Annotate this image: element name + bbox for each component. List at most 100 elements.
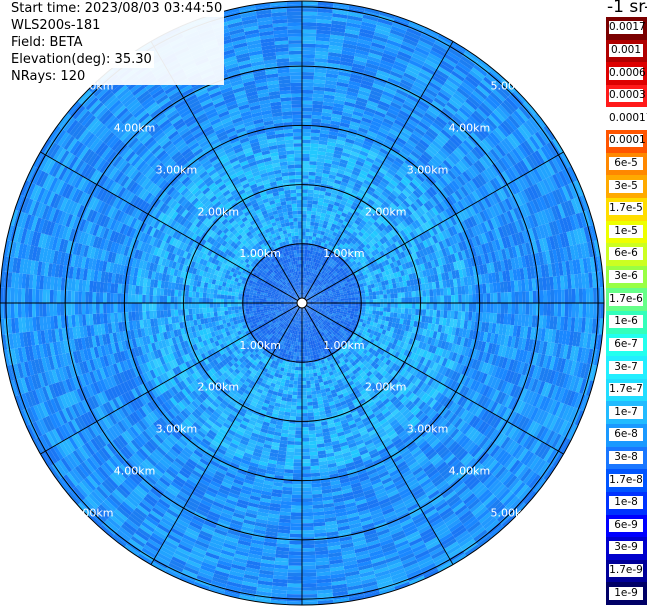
range-gate-cell bbox=[575, 212, 584, 229]
range-gate-cell bbox=[354, 52, 369, 60]
range-gate-cell bbox=[411, 221, 419, 230]
range-gate-cell bbox=[393, 254, 400, 262]
range-gate-cell bbox=[359, 86, 372, 94]
range-gate-cell bbox=[329, 238, 335, 243]
range-gate-cell bbox=[313, 79, 326, 84]
range-gate-cell bbox=[322, 287, 327, 291]
range-gate-cell bbox=[307, 267, 310, 272]
range-gate-cell bbox=[305, 282, 308, 286]
range-gate-cell bbox=[455, 162, 465, 174]
range-gate-cell bbox=[552, 249, 559, 263]
range-gate-cell bbox=[575, 331, 582, 347]
range-gate-cell bbox=[387, 298, 391, 303]
range-gate-cell bbox=[391, 189, 400, 198]
range-gate-cell bbox=[317, 8, 333, 14]
range-gate-cell bbox=[387, 279, 393, 285]
range-gate-cell bbox=[323, 281, 327, 286]
range-gate-cell bbox=[316, 161, 325, 167]
range-gate-cell bbox=[362, 251, 369, 258]
range-gate-cell bbox=[396, 287, 401, 293]
range-gate-cell bbox=[331, 208, 338, 214]
range-gate-cell bbox=[575, 288, 580, 303]
range-gate-cell bbox=[365, 277, 370, 283]
range-gate-cell bbox=[365, 309, 370, 314]
range-gate-cell bbox=[394, 322, 400, 329]
range-gate-cell bbox=[523, 140, 535, 154]
range-gate-cell bbox=[522, 157, 533, 172]
range-gate-cell bbox=[568, 260, 575, 275]
range-gate-cell bbox=[303, 338, 307, 343]
range-gate-cell bbox=[302, 249, 305, 254]
range-gate-cell bbox=[494, 250, 501, 262]
range-gate-cell bbox=[461, 230, 468, 241]
range-gate-cell bbox=[480, 171, 490, 184]
range-gate-cell bbox=[426, 303, 430, 310]
range-gate-cell bbox=[304, 292, 306, 297]
range-gate-cell bbox=[306, 387, 312, 392]
range-gate-cell bbox=[309, 279, 313, 284]
range-gate-cell bbox=[450, 204, 459, 215]
range-gate-cell bbox=[447, 326, 453, 335]
range-gate-cell bbox=[369, 217, 376, 224]
range-gate-cell bbox=[507, 222, 515, 235]
range-gate-cell bbox=[486, 332, 492, 343]
range-gate-cell bbox=[356, 97, 368, 104]
range-gate-cell bbox=[372, 278, 378, 284]
range-gate-cell bbox=[492, 109, 506, 123]
range-gate-cell bbox=[307, 196, 314, 201]
range-gate-cell bbox=[408, 260, 414, 268]
range-gate-cell bbox=[365, 299, 370, 303]
range-gate-cell bbox=[556, 275, 562, 290]
range-gate-cell bbox=[308, 171, 316, 176]
range-gate-cell bbox=[412, 244, 419, 253]
range-gate-cell bbox=[376, 294, 381, 300]
range-gate-cell bbox=[492, 177, 503, 190]
range-gate-cell bbox=[509, 324, 515, 337]
range-gate-cell bbox=[579, 211, 587, 228]
range-gate-cell bbox=[513, 89, 527, 104]
range-gate-cell bbox=[471, 311, 476, 322]
range-gate-cell bbox=[302, 18, 317, 23]
range-gate-cell bbox=[360, 219, 367, 226]
range-gate-cell bbox=[346, 264, 351, 270]
range-gate-cell bbox=[420, 118, 432, 128]
range-gate-cell bbox=[312, 236, 317, 241]
range-gate-cell bbox=[326, 308, 330, 311]
range-gate-cell bbox=[340, 118, 351, 125]
range-gate-cell bbox=[538, 252, 545, 266]
range-gate-cell bbox=[468, 266, 474, 277]
range-gate-cell bbox=[430, 157, 441, 168]
range-gate-cell bbox=[330, 299, 334, 302]
range-gate-cell bbox=[577, 273, 583, 289]
range-gate-cell bbox=[356, 130, 367, 138]
range-gate-cell bbox=[325, 292, 330, 296]
range-gate-cell bbox=[316, 280, 320, 284]
range-gate-cell bbox=[358, 31, 374, 39]
range-gate-cell bbox=[358, 280, 363, 285]
range-gate-cell bbox=[383, 265, 389, 272]
range-gate-cell bbox=[307, 278, 310, 283]
range-gate-cell bbox=[435, 69, 450, 80]
range-gate-cell bbox=[363, 274, 369, 279]
range-gate-cell bbox=[305, 264, 309, 268]
range-gate-cell bbox=[367, 317, 372, 322]
range-gate-cell bbox=[350, 265, 356, 271]
range-gate-cell bbox=[315, 297, 320, 300]
range-gate-cell bbox=[578, 288, 583, 303]
range-gate-cell bbox=[359, 242, 366, 249]
range-gate-cell bbox=[399, 192, 408, 200]
range-gate-cell bbox=[347, 161, 356, 168]
range-gate-cell bbox=[349, 77, 362, 84]
range-gate-cell bbox=[304, 281, 307, 286]
range-gate-cell bbox=[425, 309, 430, 317]
range-gate-cell bbox=[470, 320, 476, 331]
range-gate-cell bbox=[308, 283, 311, 287]
range-gate-cell bbox=[375, 310, 380, 316]
range-gate-cell bbox=[371, 287, 376, 292]
range-gate-cell bbox=[336, 275, 341, 280]
range-gate-cell bbox=[600, 303, 604, 319]
range-gate-cell bbox=[377, 130, 388, 139]
range-gate-cell bbox=[328, 271, 333, 276]
range-gate-cell bbox=[496, 214, 505, 227]
range-gate-cell bbox=[372, 303, 377, 307]
